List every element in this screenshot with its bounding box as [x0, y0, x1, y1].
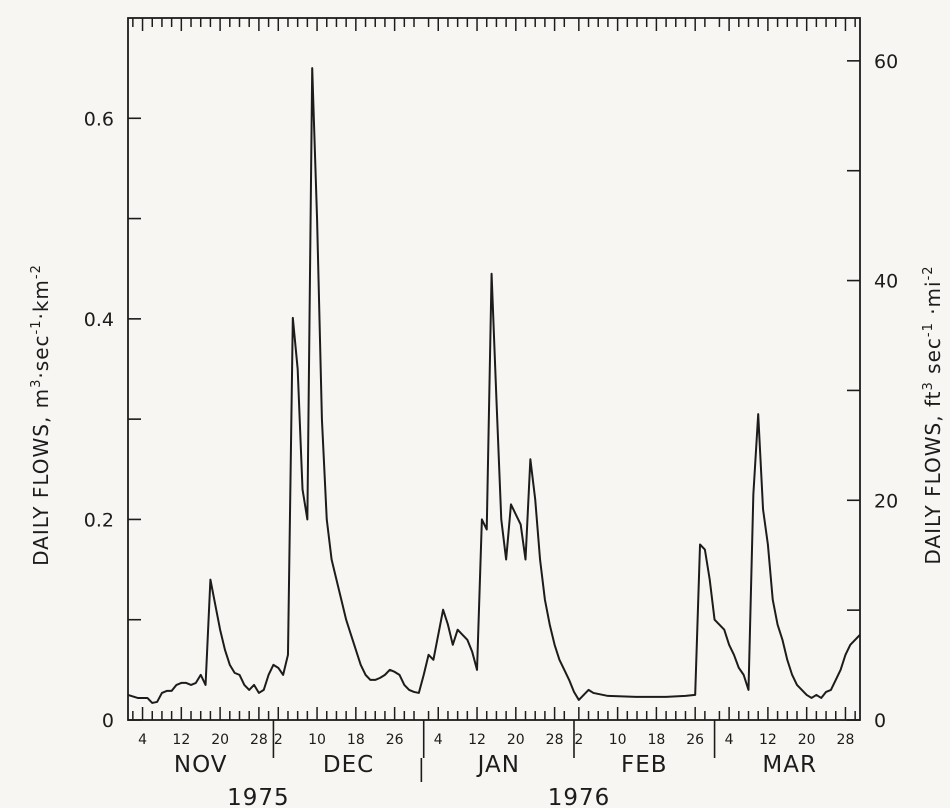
y2-tick-label: 40 [874, 271, 898, 293]
x-day-label: 18 [347, 732, 365, 748]
x-month-label: FEB [621, 752, 668, 778]
right-axis: 0 20 40 60 [847, 51, 898, 732]
y2-label-mid2: ·mi [921, 280, 945, 322]
y2-label-sup3: -2 [921, 265, 936, 280]
x-day-label: 28 [837, 732, 855, 748]
y-label-sup2: -1 [29, 320, 44, 335]
x-month-label: DEC [323, 752, 374, 778]
y2-tick-label: 60 [874, 51, 898, 73]
x-month-label: JAN [476, 752, 520, 778]
plot-frame [127, 17, 861, 721]
y-label-main: DAILY FLOWS, m [29, 388, 53, 566]
y-label-sup3: -2 [29, 264, 44, 279]
x-day-label: 2 [274, 732, 283, 748]
y-axis-label: DAILY FLOWS, m3·sec-1·km-2 [29, 264, 53, 566]
x-day-label: 10 [308, 732, 326, 748]
flow-series-line [127, 67, 861, 704]
x-day-label: 4 [725, 732, 734, 748]
y2-tick-label: 0 [874, 710, 886, 732]
x-day-label: 12 [468, 732, 486, 748]
x-day-label: 28 [546, 732, 564, 748]
y2-axis-label: DAILY FLOWS, ft3 sec-1 ·mi-2 [921, 265, 945, 564]
left-axis: 0 0.2 0.4 0.6 [84, 108, 141, 732]
x-day-label: 20 [211, 732, 229, 748]
y2-tick-label: 20 [874, 490, 898, 512]
y2-label-sup1: 3 [921, 381, 936, 390]
plot-border [127, 17, 861, 721]
x-month-label: MAR [762, 752, 817, 778]
y-label-mid2: ·km [29, 279, 53, 319]
x-day-label: 4 [434, 732, 443, 748]
x-year-label: 1975 [227, 785, 290, 808]
y-tick-label: 0 [102, 710, 114, 732]
x-axis: 4 12 20 28 NOV 2 10 18 26 DEC 4 12 20 28 JAN 2 10 18 26 FEB… [132, 18, 856, 808]
x-day-label: 2 [574, 732, 583, 748]
x-day-label: 20 [507, 732, 525, 748]
x-day-label: 12 [759, 732, 777, 748]
series-layer [127, 67, 861, 704]
y-tick-label: 0.6 [84, 108, 114, 130]
x-year-label: 1976 [548, 785, 611, 808]
y2-label-main: DAILY FLOWS, ft [921, 390, 945, 564]
x-day-label: 10 [609, 732, 627, 748]
y-label-mid: ·sec [29, 334, 53, 378]
x-day-label: 28 [250, 732, 268, 748]
x-day-label: 26 [686, 732, 704, 748]
x-day-label: 26 [386, 732, 404, 748]
y2-label-mid: sec [921, 337, 945, 381]
x-day-label: 18 [647, 732, 665, 748]
y-tick-label: 0.4 [84, 309, 114, 331]
y-label-sup1: 3 [29, 379, 44, 388]
y2-label-sup2: -1 [921, 322, 936, 337]
x-month-label: NOV [174, 752, 228, 778]
y-tick-label: 0.2 [84, 509, 114, 531]
x-day-label: 20 [798, 732, 816, 748]
x-day-label: 12 [172, 732, 190, 748]
x-day-label: 4 [138, 732, 147, 748]
